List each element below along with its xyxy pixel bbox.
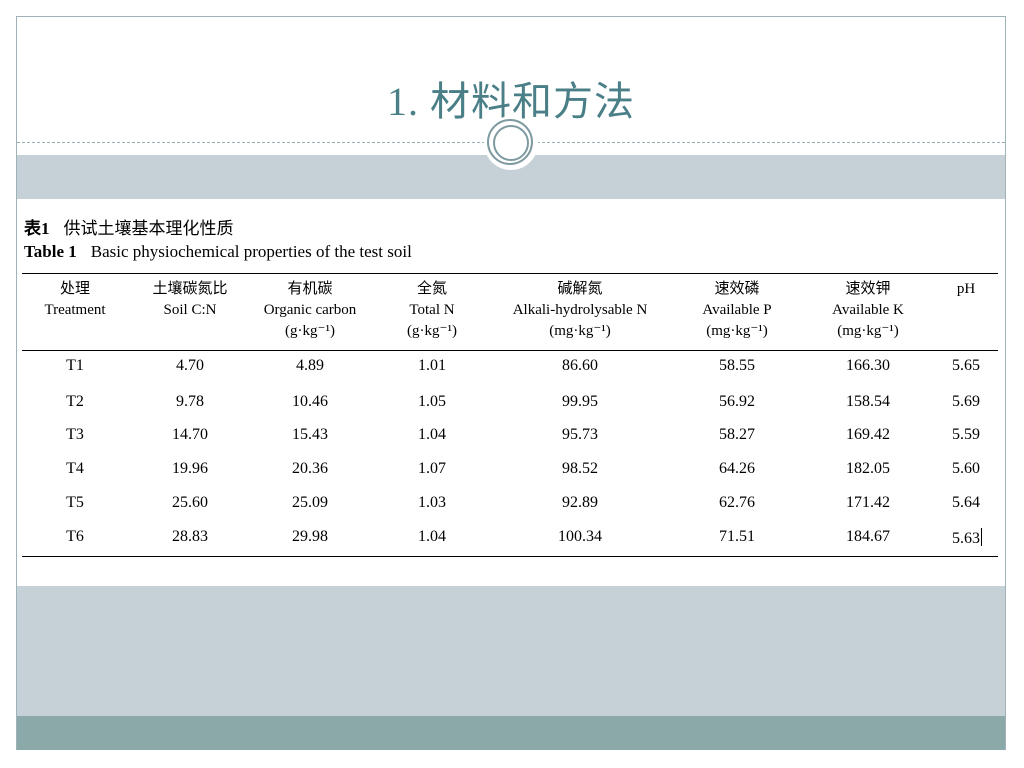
caption-en-text: Basic physiochemical properties of the t… bbox=[90, 242, 412, 261]
table-cell: 58.27 bbox=[719, 426, 755, 443]
table-caption-cn: 表1 供试土壤基本理化性质 bbox=[24, 214, 234, 239]
table-cell: 182.05 bbox=[846, 460, 890, 477]
header-en: Soil C:N bbox=[163, 302, 217, 318]
table-bottom-rule bbox=[22, 556, 998, 557]
table-header-cell: 碱解氮 Alkali-hydrolysable N (mg·kg⁻¹) bbox=[490, 279, 670, 342]
table-cell: 28.83 bbox=[172, 528, 208, 545]
table-cell: 92.89 bbox=[562, 494, 598, 511]
header-cn: pH bbox=[956, 281, 976, 297]
table-cell: 1.05 bbox=[418, 393, 446, 410]
table-cell: 20.36 bbox=[292, 460, 328, 477]
table-cell: 5.65 bbox=[952, 357, 980, 374]
header-cn: 碱解氮 bbox=[557, 281, 603, 297]
table-cell: 1.07 bbox=[418, 460, 446, 477]
table-cell: 98.52 bbox=[562, 460, 598, 477]
table-cell: T2 bbox=[66, 393, 84, 410]
table-header-cell: 土壤碳氮比 Soil C:N bbox=[100, 279, 280, 321]
table-cell: 86.60 bbox=[562, 357, 598, 374]
table-cell: 71.51 bbox=[719, 528, 755, 545]
table-cell: 184.67 bbox=[846, 528, 890, 545]
table-cell: 1.01 bbox=[418, 357, 446, 374]
caption-cn-label: 表1 bbox=[24, 219, 50, 238]
text-cursor bbox=[981, 528, 982, 546]
header-unit: (mg·kg⁻¹) bbox=[837, 323, 899, 339]
header-cn: 速效钾 bbox=[845, 281, 891, 297]
header-cn: 速效磷 bbox=[714, 281, 760, 297]
footer-band bbox=[17, 586, 1005, 716]
table-cell: 166.30 bbox=[846, 357, 890, 374]
table-cell: 95.73 bbox=[562, 426, 598, 443]
table-cell: 158.54 bbox=[846, 393, 890, 410]
header-en: Alkali-hydrolysable N bbox=[512, 302, 648, 318]
table-cell: T5 bbox=[66, 494, 84, 511]
circle-ornament-icon bbox=[484, 116, 538, 170]
table-cell: 64.26 bbox=[719, 460, 755, 477]
table-cell: T6 bbox=[66, 528, 84, 545]
header-en: Total N bbox=[409, 302, 455, 318]
table-cell: 1.04 bbox=[418, 528, 446, 545]
table-cell: 4.89 bbox=[296, 357, 324, 374]
table-header-cell: 全氮 Total N (g·kg⁻¹) bbox=[342, 279, 522, 342]
ornament-inner-ring bbox=[493, 125, 529, 161]
table-cell: 5.59 bbox=[952, 426, 980, 443]
header-en: Available K bbox=[832, 302, 904, 318]
header-en: Organic carbon bbox=[263, 302, 357, 318]
table-cell: 99.95 bbox=[562, 393, 598, 410]
caption-en-label: Table 1 bbox=[24, 242, 77, 261]
table-cell: 171.42 bbox=[846, 494, 890, 511]
table-cell: 29.98 bbox=[292, 528, 328, 545]
table-cell: 5.60 bbox=[952, 460, 980, 477]
table-cell: 10.46 bbox=[292, 393, 328, 410]
caption-cn-text: 供试土壤基本理化性质 bbox=[63, 219, 234, 238]
table-cell: 4.70 bbox=[176, 357, 204, 374]
header-cn: 有机碳 bbox=[287, 281, 333, 297]
table-header-cell: 有机碳 Organic carbon (g·kg⁻¹) bbox=[220, 279, 400, 342]
table-cell: T1 bbox=[66, 357, 84, 374]
header-unit: (g·kg⁻¹) bbox=[407, 323, 457, 339]
header-cn: 全氮 bbox=[416, 281, 447, 297]
table-cell: 25.60 bbox=[172, 494, 208, 511]
table-caption-en: Table 1 Basic physiochemical properties o… bbox=[24, 242, 412, 262]
header-cn: 土壤碳氮比 bbox=[152, 281, 228, 297]
header-unit: (mg·kg⁻¹) bbox=[706, 323, 768, 339]
footer-teal-band bbox=[17, 716, 1005, 750]
ornament-outer-ring bbox=[487, 119, 533, 165]
header-unit: (mg·kg⁻¹) bbox=[549, 323, 611, 339]
table-header-cell: 速效磷 Available P (mg·kg⁻¹) bbox=[647, 279, 827, 342]
table-cell: 1.03 bbox=[418, 494, 446, 511]
table-cell: 5.64 bbox=[952, 494, 980, 511]
table-cell: 19.96 bbox=[172, 460, 208, 477]
table-cell: T4 bbox=[66, 460, 84, 477]
table-cell: 100.34 bbox=[558, 528, 602, 545]
table-cell: 5.69 bbox=[952, 393, 980, 410]
table-cell: 15.43 bbox=[292, 426, 328, 443]
table-header-cell: pH bbox=[876, 279, 1024, 300]
header-en: Available P bbox=[702, 302, 772, 318]
table-cell: 5.63 bbox=[952, 528, 982, 547]
table-cell: 169.42 bbox=[846, 426, 890, 443]
table-cell: 62.76 bbox=[719, 494, 755, 511]
header-en: Treatment bbox=[44, 302, 106, 318]
header-cn: 处理 bbox=[59, 281, 90, 297]
table-cell: 56.92 bbox=[719, 393, 755, 410]
table-cell: 58.55 bbox=[719, 357, 755, 374]
content-area[interactable] bbox=[17, 199, 1005, 586]
table-cell: 14.70 bbox=[172, 426, 208, 443]
table-cell: 1.04 bbox=[418, 426, 446, 443]
table-header-rule bbox=[22, 350, 998, 351]
table-cell: T3 bbox=[66, 426, 84, 443]
table-top-rule bbox=[22, 273, 998, 274]
table-header-cell: 处理 Treatment bbox=[0, 279, 165, 321]
table-header-cell: 速效钾 Available K (mg·kg⁻¹) bbox=[778, 279, 958, 342]
table-cell: 25.09 bbox=[292, 494, 328, 511]
table-cell: 9.78 bbox=[176, 393, 204, 410]
header-unit: (g·kg⁻¹) bbox=[285, 323, 335, 339]
